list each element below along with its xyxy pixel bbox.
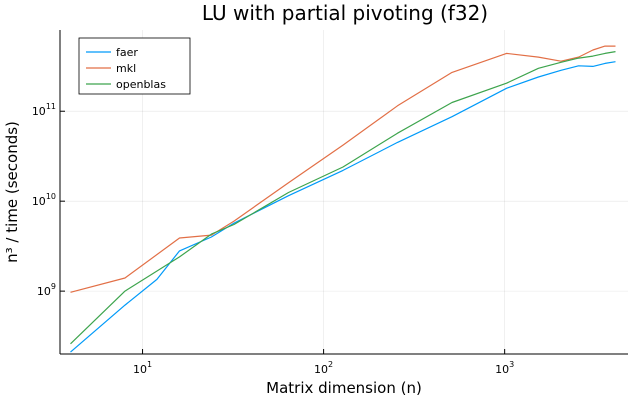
y-tick-label: 1010 [32,192,56,208]
chart-title: LU with partial pivoting (f32) [202,1,488,25]
series-line-faer [70,61,616,353]
series-line-mkl [70,45,616,293]
y-tick-label: 1011 [32,102,56,118]
x-tick-exponent: 2 [328,360,333,369]
y-tick-exponent: 10 [46,192,56,201]
series-line-openblas [70,51,616,345]
x-tick-base: 10 [495,363,509,376]
y-tick-base: 10 [32,195,46,208]
legend-label-openblas: openblas [116,78,166,91]
series-layer [70,45,616,353]
y-tick-exponent: 9 [51,282,56,291]
x-tick-label: 103 [495,360,514,376]
legend-label-faer: faer [116,46,138,59]
x-tick-exponent: 3 [509,360,514,369]
x-tick-base: 10 [133,363,147,376]
x-tick-label: 101 [133,360,152,376]
x-ticks: 101 102 103 [133,349,514,376]
x-tick-base: 10 [314,363,328,376]
x-tick-exponent: 1 [147,360,152,369]
x-axis-label: Matrix dimension (n) [266,379,422,397]
legend: faer mkl openblas [78,37,191,95]
y-tick-base: 10 [37,285,51,298]
y-axis-label: n³ / time (seconds) [3,121,21,263]
x-tick-label: 102 [314,360,333,376]
y-tick-label: 109 [37,282,56,298]
legend-box [78,37,191,95]
legend-label-mkl: mkl [116,62,136,75]
y-tick-exponent: 11 [46,102,56,111]
y-tick-base: 10 [32,105,46,118]
